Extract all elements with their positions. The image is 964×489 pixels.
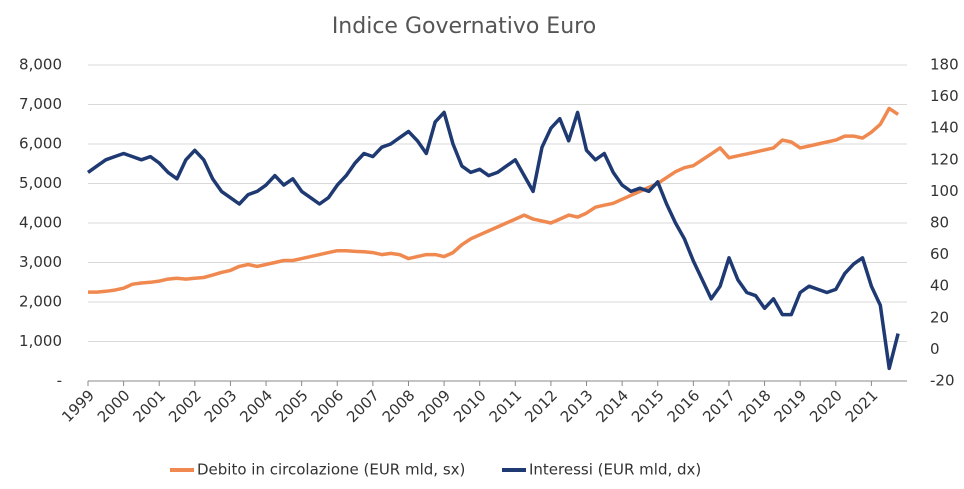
x-tick-label: 2003 [201, 386, 241, 426]
x-tick-label: 2012 [521, 386, 561, 426]
y2-tick-label: 0 [930, 340, 940, 358]
series-line [86, 110, 900, 371]
chart-title: Indice Governativo Euro [332, 14, 596, 39]
y2-tick-label: 120 [930, 150, 959, 168]
x-tick-label: 2013 [557, 386, 597, 426]
y2-tick-label: 180 [930, 56, 959, 74]
y-tick-label: 1,000 [19, 332, 62, 350]
x-tick-label: 2007 [343, 386, 383, 426]
y2-tick-label: 140 [930, 119, 959, 137]
x-tick-label: 2019 [770, 386, 810, 426]
x-tick-label: 2011 [486, 386, 526, 426]
x-tick-label: 2009 [414, 386, 454, 426]
x-tick-label: 2014 [592, 386, 632, 426]
x-tick-label: 2017 [699, 386, 739, 426]
y-tick-label: 5,000 [19, 174, 62, 192]
y2-tick-label: -20 [930, 372, 955, 390]
x-tick-label: 2004 [236, 386, 276, 426]
legend-label: Debito in circolazione (EUR mld, sx) [197, 461, 465, 479]
y-tick-label: 8,000 [19, 56, 62, 74]
series-line [88, 106, 900, 294]
x-tick-label: 1999 [58, 386, 98, 426]
y-tick-label: 7,000 [19, 95, 62, 113]
x-tick-label: 2008 [379, 386, 419, 426]
y2-tick-label: 20 [930, 308, 949, 326]
y2-tick-label: 40 [930, 277, 949, 295]
x-tick-label: 2016 [664, 386, 704, 426]
y-tick-label: - [57, 372, 62, 390]
y2-tick-label: 80 [930, 214, 949, 232]
y-tick-label: 2,000 [19, 293, 62, 311]
x-tick-label: 2020 [806, 386, 846, 426]
legend-label: Interessi (EUR mld, dx) [529, 461, 701, 479]
x-tick-label: 2001 [129, 386, 169, 426]
y2-tick-label: 60 [930, 245, 949, 263]
y2-tick-label: 160 [930, 87, 959, 105]
x-tick-label: 2010 [450, 386, 490, 426]
x-tick-label: 2002 [165, 386, 205, 426]
x-tick-label: 2005 [272, 386, 312, 426]
y-tick-label: 4,000 [19, 214, 62, 232]
y-tick-label: 3,000 [19, 253, 62, 271]
x-tick-label: 2006 [308, 386, 348, 426]
x-tick-label: 2021 [842, 386, 882, 426]
x-tick-label: 2018 [735, 386, 775, 426]
y-tick-label: 6,000 [19, 135, 62, 153]
y2-tick-label: 100 [930, 182, 959, 200]
x-tick-label: 2000 [94, 386, 134, 426]
x-tick-label: 2015 [628, 386, 668, 426]
